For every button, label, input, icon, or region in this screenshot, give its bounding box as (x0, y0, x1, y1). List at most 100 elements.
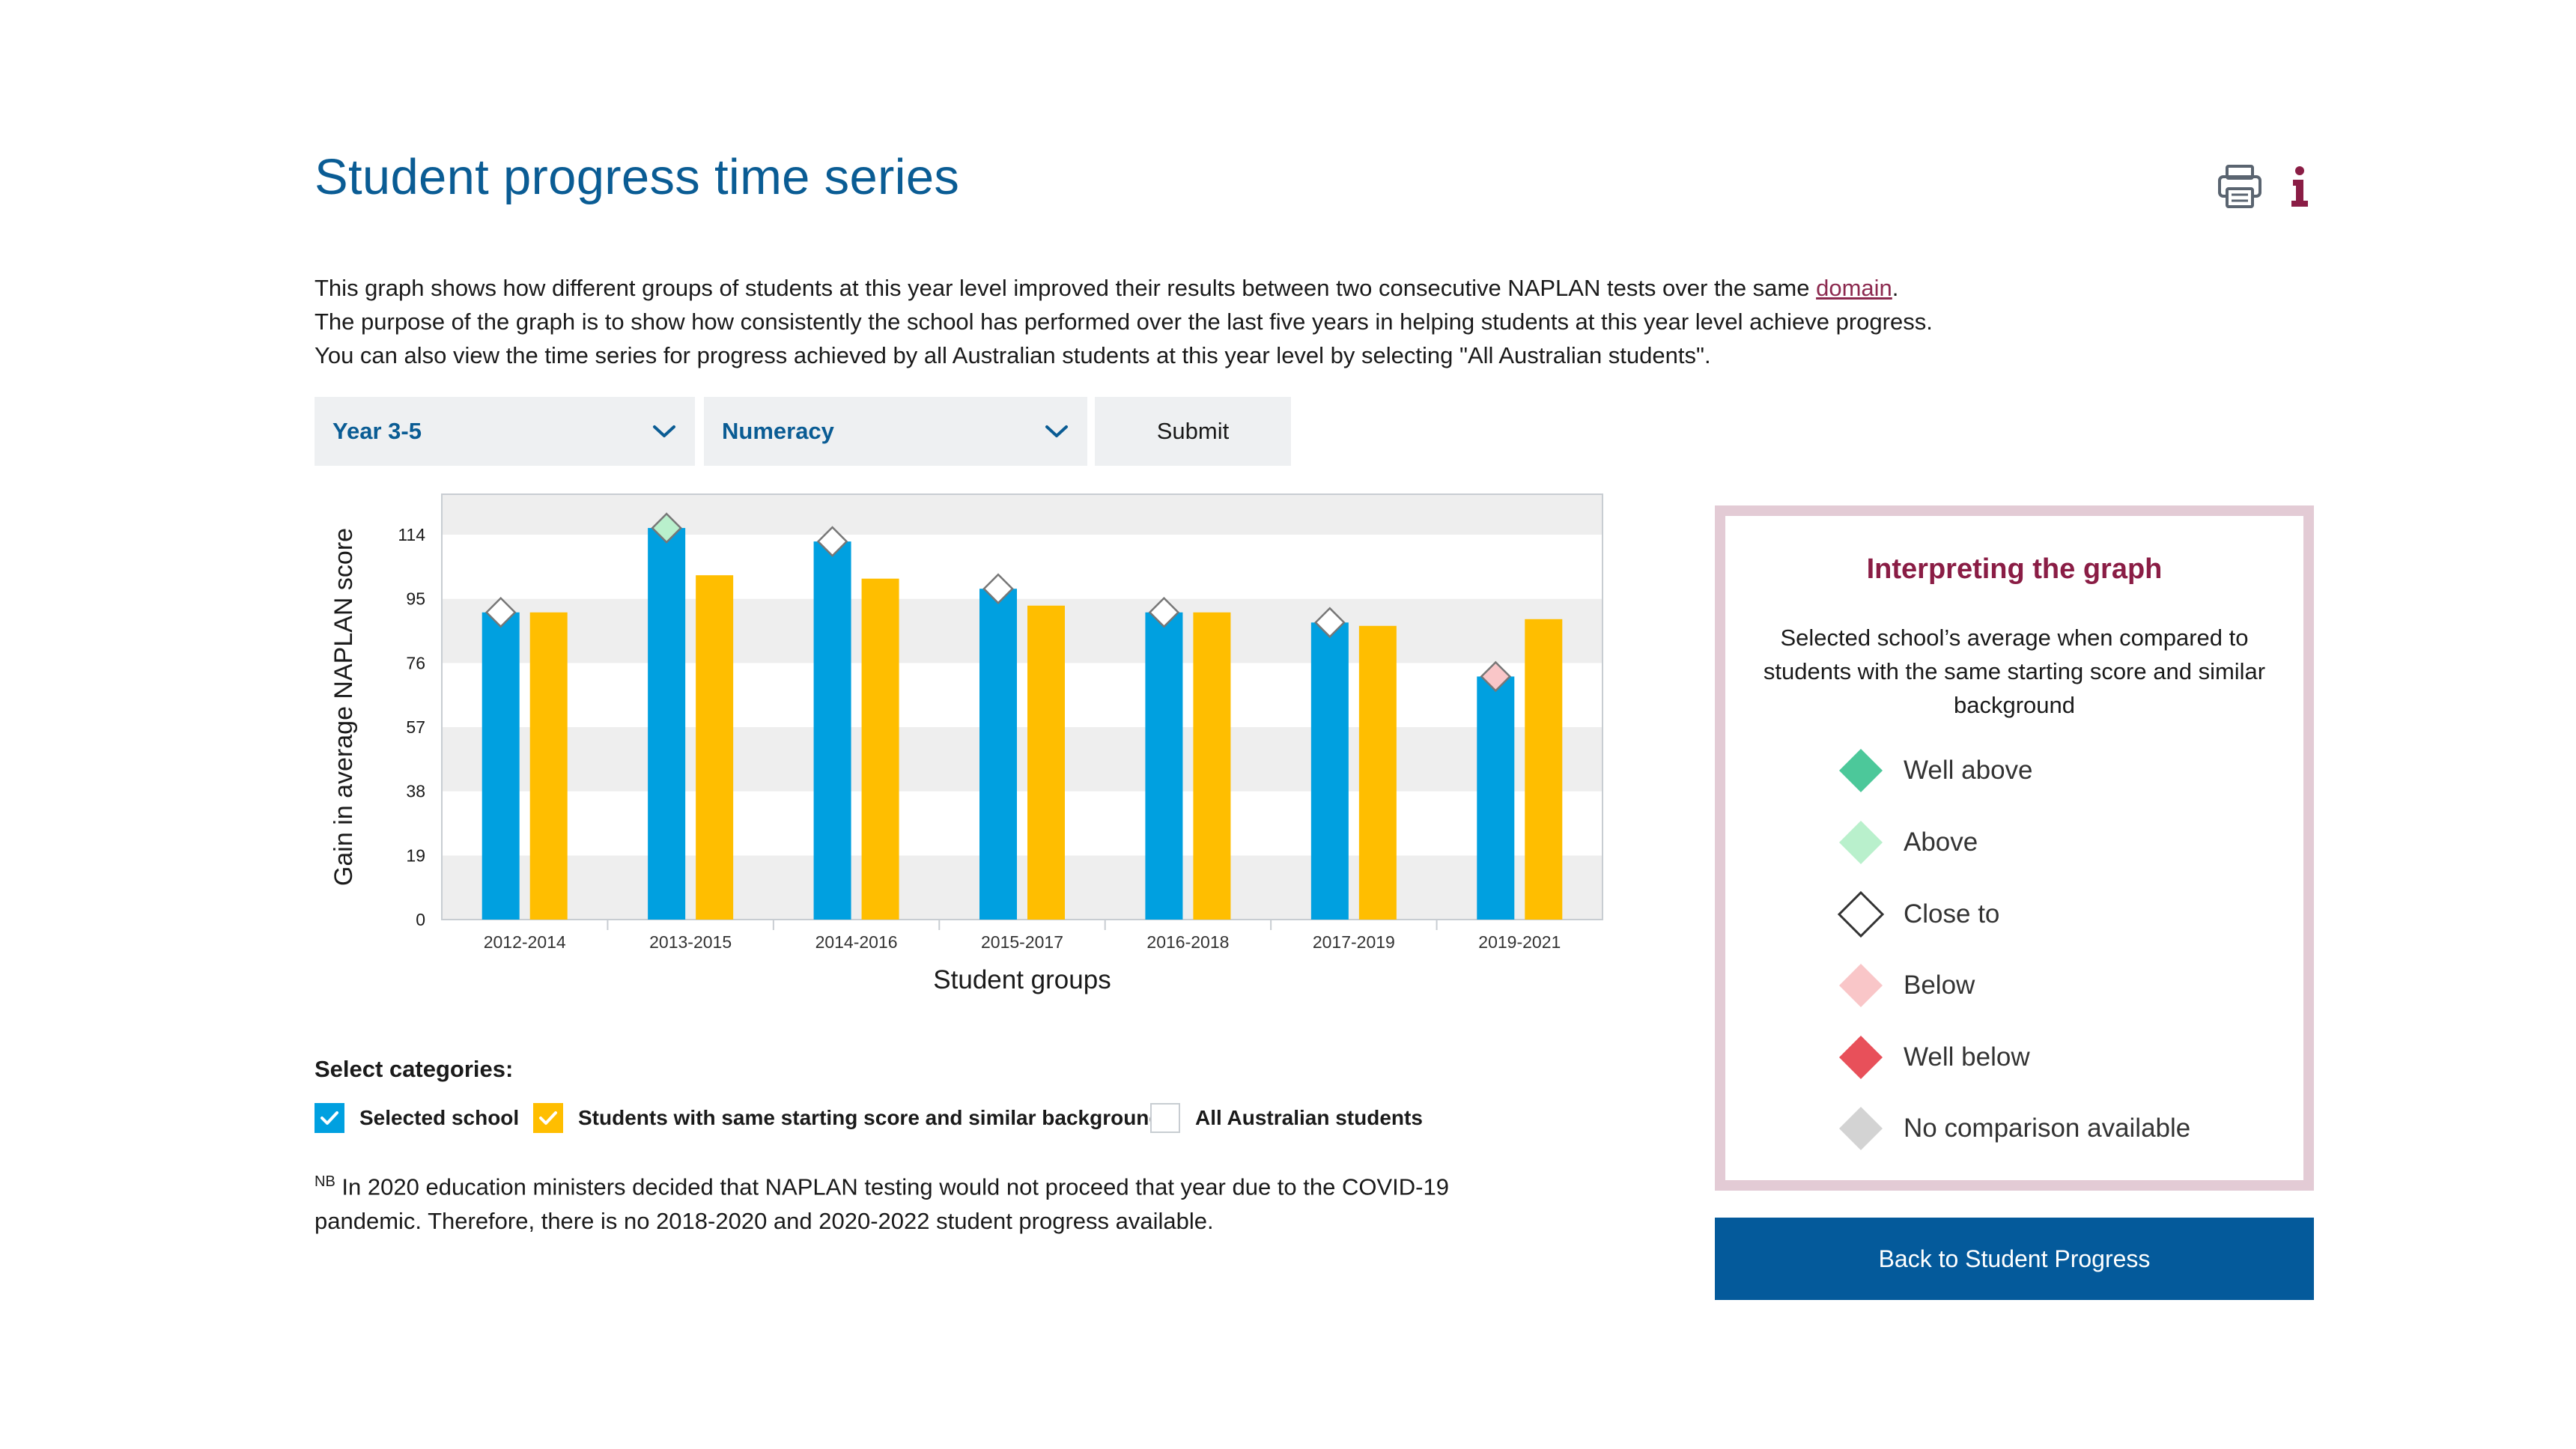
selected-school-label: Selected school (359, 1106, 520, 1129)
bar-similar-students (529, 612, 568, 920)
check-icon (321, 1111, 338, 1125)
legend-title: Interpreting the graph (1866, 553, 2163, 585)
description: This graph shows how different groups of… (315, 271, 1999, 372)
legend-item-close-to: Close to (1836, 890, 2000, 938)
legend-label-well-above: Well above (1904, 756, 2033, 785)
bar-selected-school (1477, 676, 1515, 920)
nb-prefix: NB (315, 1173, 335, 1190)
diamond-above-icon (1839, 821, 1883, 864)
legend-item-no-comparison: No comparison available (1836, 1106, 2190, 1151)
y-tick-label: 76 (406, 653, 425, 672)
comparison-marker-above (651, 512, 682, 544)
grid-band (442, 535, 1603, 599)
grid-band (442, 727, 1603, 792)
description-line-3: You can also view the time series for pr… (315, 342, 1711, 368)
grid-band (442, 494, 1603, 535)
grid-band (442, 598, 1603, 663)
year-level-select[interactable]: Year 3-5 (315, 397, 695, 466)
page-title: Student progress time series (315, 149, 960, 205)
legend-label-no-comparison: No comparison available (1904, 1114, 2191, 1143)
comparison-marker-close-to (484, 597, 517, 628)
info-icon (2291, 166, 2308, 207)
legend-item-well-above: Well above (1836, 748, 2033, 793)
comparison-markers (484, 512, 1512, 693)
description-line-2: The purpose of the graph is to show how … (315, 309, 1933, 335)
comparison-marker-close-to (982, 573, 1014, 604)
legend-label-well-below: Well below (1904, 1042, 2030, 1072)
grid-band (442, 855, 1603, 920)
bar-similar-students (1193, 612, 1231, 920)
comparison-marker-close-to (1314, 607, 1346, 639)
bar-selected-school (813, 541, 851, 920)
bar-selected-school (648, 528, 686, 920)
legend-subtitle: Selected school’s average when compared … (1763, 625, 2266, 718)
y-tick-label: 0 (416, 910, 425, 929)
comparison-marker-close-to (1148, 597, 1180, 628)
diamond-well-above-icon (1839, 749, 1883, 792)
y-tick-label: 95 (406, 589, 425, 609)
category-selected-school[interactable]: Selected school (315, 1102, 519, 1134)
bar-selected-school (1310, 622, 1349, 920)
description-line-1-end: . (1892, 275, 1899, 301)
categories-heading: Select categories: (315, 1056, 514, 1082)
year-level-value: Year 3-5 (332, 418, 422, 444)
y-tick-label: 57 (406, 717, 425, 737)
chart-bars (482, 528, 1563, 920)
chart-grid-bands (442, 494, 1603, 920)
domain-link[interactable]: domain (1816, 275, 1892, 301)
x-tick-label: 2017-2019 (1313, 932, 1395, 952)
x-tick-label: 2012-2014 (484, 932, 566, 952)
y-tick-label: 19 (406, 845, 425, 865)
diamond-close-to-icon (1837, 890, 1885, 938)
x-axis-label: Student groups (933, 965, 1111, 994)
bar-selected-school (1145, 612, 1183, 920)
description-line-1: This graph shows how different groups of… (315, 271, 1999, 305)
selected-school-checkbox[interactable] (315, 1103, 344, 1133)
bar-selected-school (979, 589, 1017, 920)
x-tick-label: 2016-2018 (1146, 932, 1229, 952)
legend-item-above: Above (1836, 820, 1978, 865)
category-all-australian[interactable]: All Australian students (1150, 1102, 1423, 1134)
all-australian-label: All Australian students (1195, 1106, 1423, 1129)
y-tick-label: 38 (406, 782, 425, 801)
similar-students-checkbox[interactable] (533, 1103, 563, 1133)
x-tick-label: 2013-2015 (649, 932, 732, 952)
comparison-marker-close-to (816, 526, 848, 557)
bar-similar-students (1358, 625, 1397, 920)
bar-selected-school (482, 612, 520, 920)
all-australian-checkbox[interactable] (1150, 1103, 1180, 1133)
domain-select[interactable]: Numeracy (704, 397, 1087, 466)
diamond-below-icon (1839, 964, 1883, 1007)
domain-value: Numeracy (722, 418, 834, 444)
y-axis-ticks: 0 19 38 57 76 95 114 (398, 525, 425, 929)
interpreting-graph-panel: Interpreting the graph Selected school’s… (1715, 505, 2314, 1191)
legend-label-above: Above (1904, 827, 1978, 857)
progress-bar-chart: 0 19 38 57 76 95 114 2012-2014 2013-2015 2014-20… (329, 493, 1603, 994)
nb-text: In 2020 education ministers decided that… (315, 1173, 1449, 1235)
info-button[interactable] (2284, 163, 2315, 210)
plot-area (441, 493, 1603, 920)
x-tick-label: 2015-2017 (981, 932, 1063, 952)
grid-band (442, 791, 1603, 856)
diamond-no-comparison-icon (1839, 1107, 1883, 1150)
category-similar-students[interactable]: Students with same starting score and si… (533, 1102, 1162, 1134)
bar-similar-students (861, 578, 899, 920)
bar-similar-students (1027, 605, 1065, 920)
submit-button[interactable]: Submit (1095, 397, 1291, 466)
legend-label-close-to: Close to (1904, 899, 2000, 929)
chevron-down-icon (1045, 425, 1068, 437)
chevron-down-icon (653, 425, 675, 437)
bar-similar-students (1525, 619, 1563, 920)
legend-item-well-below: Well below (1836, 1035, 2030, 1080)
x-tick-label: 2019-2021 (1478, 932, 1561, 952)
nb-note: NB In 2020 education ministers decided t… (315, 1164, 1558, 1239)
x-axis-ticks: 2012-2014 2013-2015 2014-2016 2015-2017 2016… (484, 920, 1561, 952)
y-axis-label: Gain in average NAPLAN score (329, 528, 358, 886)
comparison-marker-below (1480, 660, 1512, 693)
similar-students-label: Students with same starting score and si… (578, 1106, 1162, 1129)
print-button[interactable] (2217, 163, 2263, 210)
printer-icon (2218, 165, 2261, 208)
x-tick-label: 2014-2016 (815, 932, 898, 952)
back-to-student-progress-button[interactable]: Back to Student Progress (1715, 1218, 2314, 1300)
description-line-1-text: This graph shows how different groups of… (315, 275, 1817, 301)
